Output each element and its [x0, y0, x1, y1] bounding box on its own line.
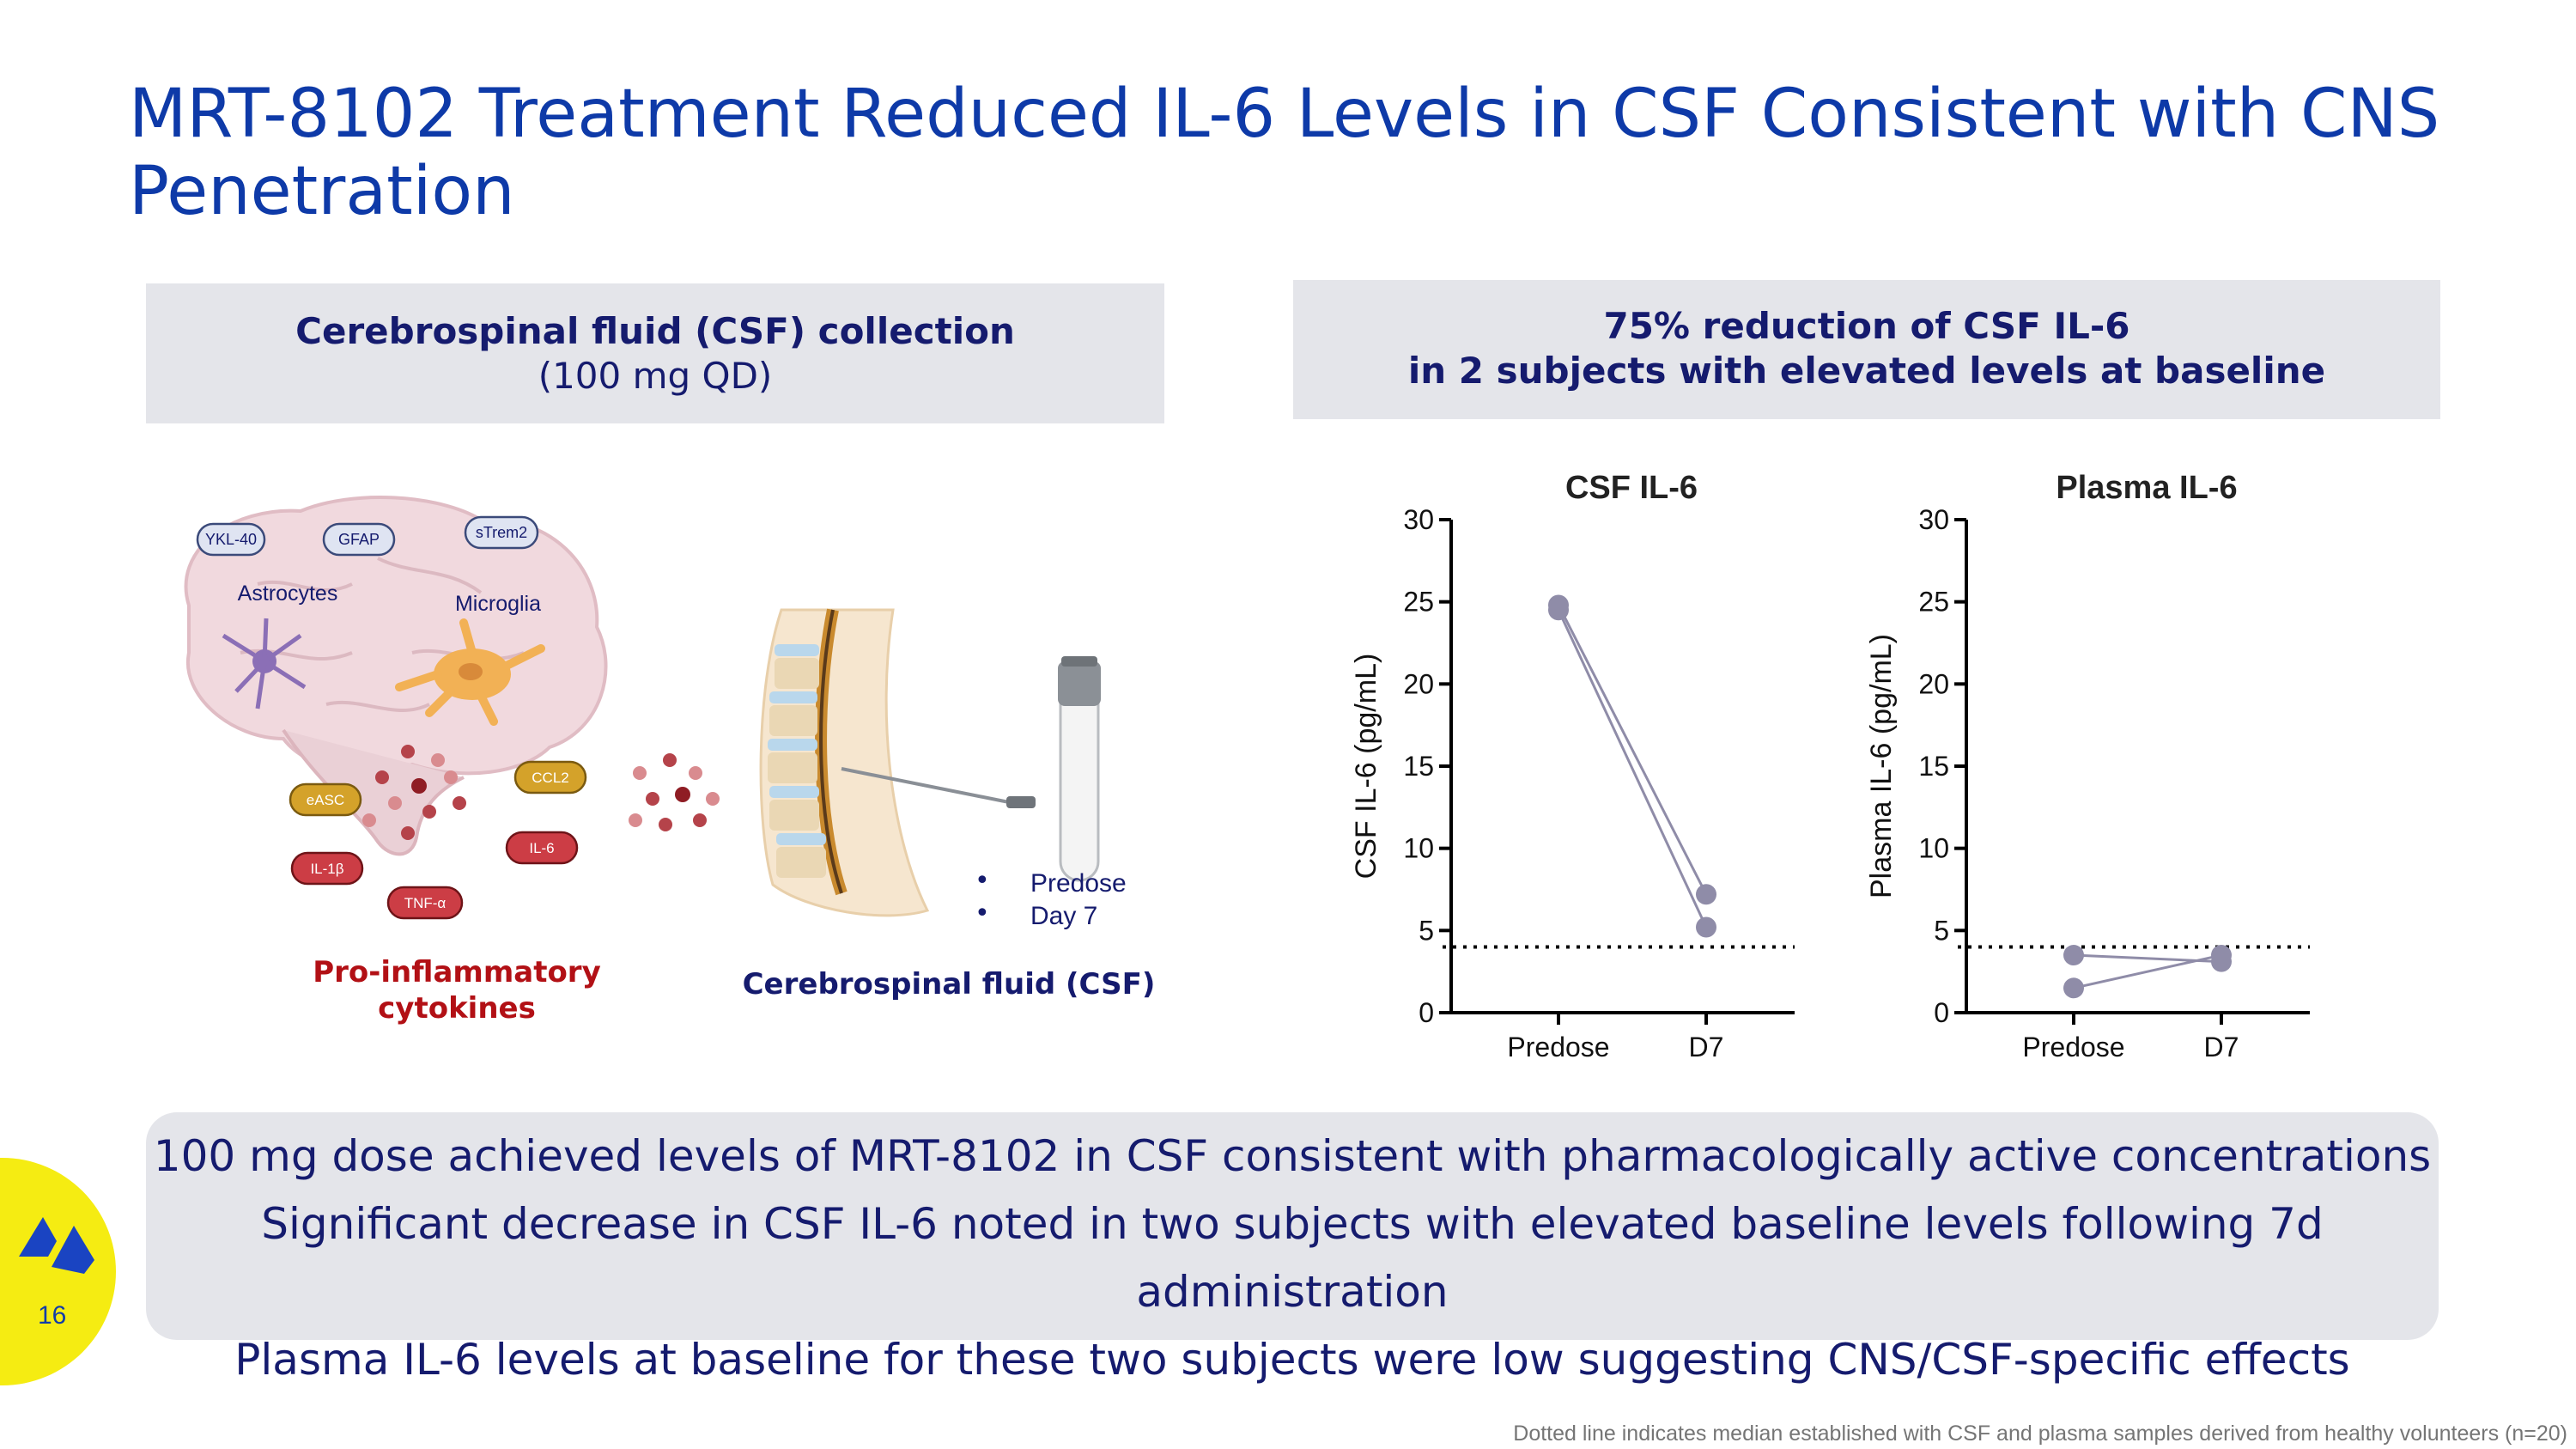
y-tick-label: 10 [1918, 833, 1949, 864]
y-tick-label: 20 [1918, 668, 1949, 699]
cytokine-dots [362, 745, 720, 840]
y-tick-label: 20 [1403, 668, 1434, 699]
csf-collection-heading: Cerebrospinal fluid (CSF) collection [295, 310, 1015, 352]
csf-il6-chart: CSF IL-6 CSF IL-6 (pg/mL) 0 5 10 15 20 25 30 Pred… [1350, 470, 1795, 1062]
summary-line-2: Significant decrease in CSF IL-6 noted i… [261, 1199, 2324, 1317]
svg-text:IL-1β: IL-1β [310, 861, 343, 877]
data-point-2-2 [1696, 916, 1716, 938]
marker-ykl40: YKL-40 [196, 522, 266, 557]
chart-title: CSF IL-6 [1565, 470, 1698, 506]
reduction-heading: 75% reduction of CSF IL-6 [1603, 305, 2130, 347]
cytokine-il6: IL-6 [505, 831, 579, 865]
y-axis-label: CSF IL-6 (pg/mL) [1350, 654, 1382, 880]
company-logo-icon [19, 1217, 94, 1274]
y-tick-label: 5 [1934, 915, 1949, 946]
data-point-1-2 [1696, 884, 1716, 905]
microglia-label: Microglia [455, 592, 541, 616]
svg-text:CCL2: CCL2 [532, 770, 568, 786]
y-tick-label: 15 [1918, 751, 1949, 782]
series-line-2 [1557, 609, 1708, 928]
spine-icon [759, 608, 1036, 917]
y-tick-label: 30 [1403, 504, 1434, 535]
plasma-il6-chart: Plasma IL-6 Plasma IL-6 (pg/mL) 0 5 10 15 20 25… [1865, 470, 2310, 1062]
y-axis-label: Plasma IL-6 (pg/mL) [1865, 634, 1898, 898]
x-tick-label: Predose [1507, 1032, 1609, 1062]
reduction-panel: 75% reduction of CSF IL-6 in 2 subjects … [1293, 280, 2440, 419]
summary-line-3: Plasma IL-6 levels at baseline for these… [234, 1335, 2350, 1385]
astrocytes-label: Astrocytes [238, 581, 338, 606]
svg-text:TNF-α: TNF-α [404, 895, 447, 911]
data-point-1-1 [2063, 945, 2084, 966]
y-tick-label: 25 [1403, 587, 1434, 618]
y-tick-label: 5 [1419, 915, 1434, 946]
footnote: Dotted line indicates median established… [1513, 1422, 2567, 1446]
cytokine-il1b: IL-1β [290, 851, 364, 886]
bullet-2-marker: • [975, 898, 990, 928]
bullet-predose: Predose [1030, 869, 1127, 898]
cytokines-caption-line1: Pro-inflammatory [313, 955, 601, 989]
csf-collection-dose: (100 mg QD) [538, 355, 773, 397]
svg-text:IL-6: IL-6 [529, 840, 554, 856]
y-tick-label: 0 [1419, 997, 1434, 1028]
marker-strem2: sTrem2 [464, 515, 539, 550]
page-number: 16 [38, 1301, 67, 1330]
astrocyte-icon [222, 618, 307, 709]
summary-panel: 100 mg dose achieved levels of MRT-8102 … [146, 1112, 2439, 1385]
x-tick-label: D7 [2204, 1032, 2239, 1062]
svg-text:GFAP: GFAP [338, 531, 380, 548]
x-tick-label: Predose [2022, 1032, 2124, 1062]
cytokines-caption-line2: cytokines [378, 991, 536, 1026]
x-tick-label: D7 [1689, 1032, 1724, 1062]
data-point-2-2 [2211, 945, 2232, 966]
series-line-2 [2073, 953, 2222, 989]
cytokine-tnfa: TNF-α [386, 886, 464, 920]
csf-caption: Cerebrospinal fluid (CSF) [743, 967, 1156, 1002]
data-point-2-1 [2063, 977, 2084, 999]
marker-gfap: GFAP [322, 522, 396, 557]
summary-line-1: 100 mg dose achieved levels of MRT-8102 … [153, 1131, 2432, 1181]
collection-tube-icon [1058, 656, 1101, 882]
y-tick-label: 30 [1918, 504, 1949, 535]
cytokine-easc: eASC [289, 782, 362, 817]
y-tick-label: 0 [1934, 997, 1949, 1028]
bullet-1-marker: • [975, 866, 990, 896]
svg-text:sTrem2: sTrem2 [476, 524, 527, 541]
reduction-subheading: in 2 subjects with elevated levels at ba… [1407, 350, 2326, 392]
chart-title: Plasma IL-6 [2056, 470, 2237, 506]
y-tick-label: 10 [1403, 833, 1434, 864]
page-title: MRT-8102 Treatment Reduced IL-6 Levels i… [129, 76, 2440, 230]
svg-text:YKL-40: YKL-40 [205, 531, 257, 548]
microglia-icon [395, 618, 545, 726]
csf-illustration: YKL-40 GFAP sTrem2 Astrocytes Microglia … [184, 496, 1156, 1026]
svg-text:eASC: eASC [307, 792, 344, 808]
csf-collection-panel: Cerebrospinal fluid (CSF) collection (10… [146, 283, 1164, 423]
y-tick-label: 15 [1403, 751, 1434, 782]
cytokine-ccl2: CCL2 [513, 760, 587, 795]
brain-icon [184, 496, 608, 856]
bullet-day7: Day 7 [1030, 902, 1097, 930]
data-point-2-1 [1548, 600, 1569, 621]
y-tick-label: 25 [1918, 587, 1949, 618]
series-line-1 [1557, 604, 1708, 895]
